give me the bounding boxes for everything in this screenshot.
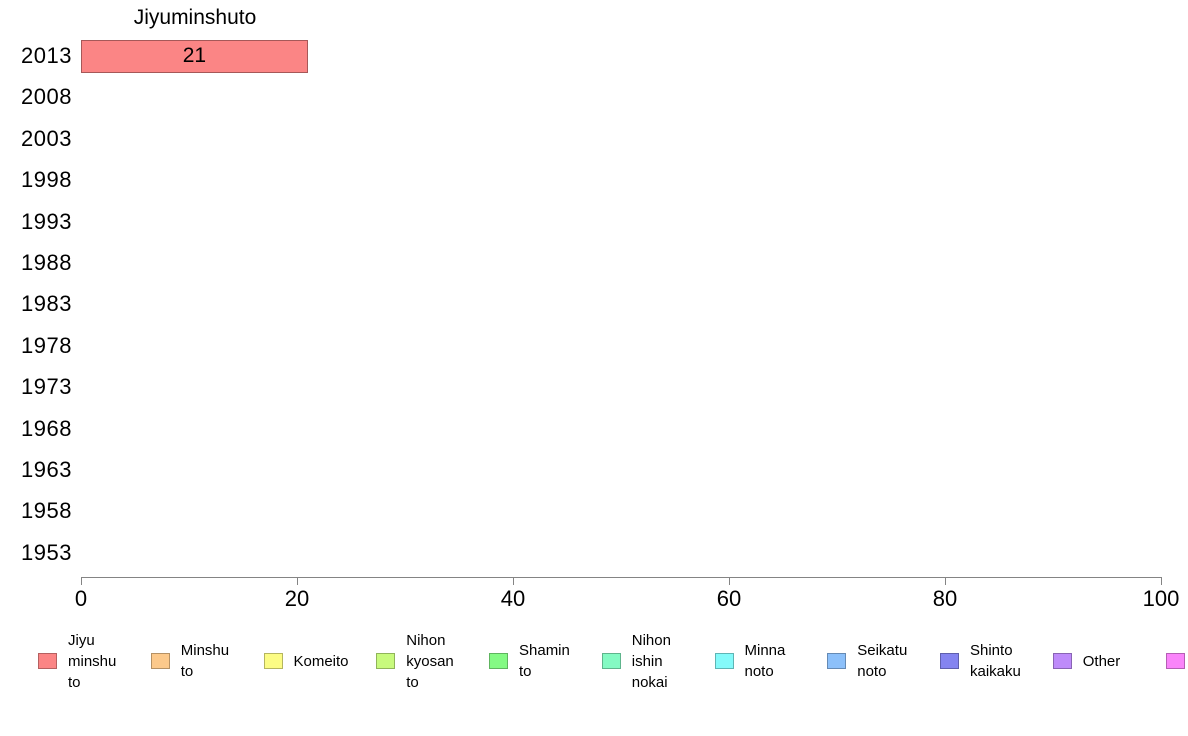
legend-item bbox=[1165, 626, 1188, 696]
y-axis-label: 1988 bbox=[21, 250, 72, 275]
legend-item-label: Jiyu minshu to bbox=[68, 631, 117, 691]
legend-item: Jiyu minshu to bbox=[38, 626, 125, 696]
y-axis-label: 1968 bbox=[21, 415, 72, 441]
legend-item-label: Seikatu noto bbox=[857, 642, 908, 680]
x-axis-tick-label: 0 bbox=[74, 586, 88, 611]
legend-item: Nihon ishin nokai bbox=[601, 626, 689, 696]
y-axis-label: 1978 bbox=[21, 332, 72, 358]
legend-item: Komeito bbox=[263, 626, 349, 696]
legend-swatch-icon bbox=[827, 653, 847, 669]
y-axis-label: 1958 bbox=[21, 498, 72, 524]
chart-title: Jiyuminshuto bbox=[133, 6, 257, 29]
x-axis-tick bbox=[1161, 577, 1162, 585]
legend-item: Shamin to bbox=[489, 626, 576, 696]
x-axis-tick-label: 80 bbox=[932, 586, 958, 611]
y-axis-label: 1983 bbox=[21, 291, 72, 317]
legend-item-label: Nihon kyosan to bbox=[406, 631, 454, 691]
legend-item-label: Minna noto bbox=[744, 642, 786, 680]
x-axis-line bbox=[81, 577, 1162, 578]
legend-item-label: Nihon ishin nokai bbox=[631, 631, 671, 691]
x-axis-tick bbox=[945, 577, 946, 585]
legend-item: Shinto kaikaku bbox=[940, 626, 1027, 696]
legend-swatch-icon bbox=[1165, 653, 1185, 669]
x-axis-tick bbox=[297, 577, 298, 585]
legend-swatch-icon bbox=[263, 653, 283, 669]
legend-swatch-icon bbox=[489, 653, 508, 669]
legend-item: Other bbox=[1052, 626, 1121, 696]
x-axis-tick bbox=[513, 577, 514, 585]
legend-swatch-icon bbox=[601, 653, 621, 669]
legend-swatch-icon bbox=[940, 653, 959, 669]
x-axis-tick-label: 60 bbox=[716, 586, 742, 611]
legend-swatch-icon bbox=[376, 653, 396, 669]
legend-swatch-icon bbox=[150, 653, 170, 669]
y-axis-label: 2013 bbox=[21, 43, 72, 68]
y-axis-label: 1993 bbox=[21, 208, 72, 234]
legend-swatch-icon bbox=[714, 653, 734, 669]
legend-item-label: Shinto kaikaku bbox=[970, 642, 1021, 680]
x-axis-tick bbox=[729, 577, 730, 585]
y-axis-label: 1963 bbox=[21, 457, 72, 482]
bar-value-label: 21 bbox=[182, 44, 207, 67]
legend-item-label: Other bbox=[1082, 652, 1121, 670]
legend-swatch-icon bbox=[1052, 653, 1072, 669]
y-axis-label: 1973 bbox=[21, 374, 72, 400]
legend-item-label: Shamin to bbox=[519, 642, 570, 680]
y-axis-label: 1953 bbox=[21, 539, 72, 565]
y-axis-label: 2008 bbox=[21, 84, 72, 110]
legend-swatch-icon bbox=[38, 653, 57, 669]
bar-2013: 21 bbox=[81, 39, 308, 73]
x-axis-tick-label: 20 bbox=[284, 586, 310, 611]
legend-item: Minna noto bbox=[714, 626, 802, 696]
legend-item: Nihon kyosan to bbox=[376, 626, 463, 696]
legend-item: Minshu to bbox=[150, 626, 238, 696]
x-axis-tick-label: 100 bbox=[1142, 586, 1180, 611]
legend-item-label: Komeito bbox=[293, 652, 349, 670]
y-axis-label: 2003 bbox=[21, 125, 72, 151]
legend-item: Seikatu noto bbox=[827, 626, 914, 696]
x-axis-tick-label: 40 bbox=[500, 586, 526, 611]
legend-item-label: Minshu to bbox=[180, 642, 230, 680]
x-axis-tick bbox=[81, 577, 82, 585]
y-axis-label: 1998 bbox=[21, 167, 72, 193]
